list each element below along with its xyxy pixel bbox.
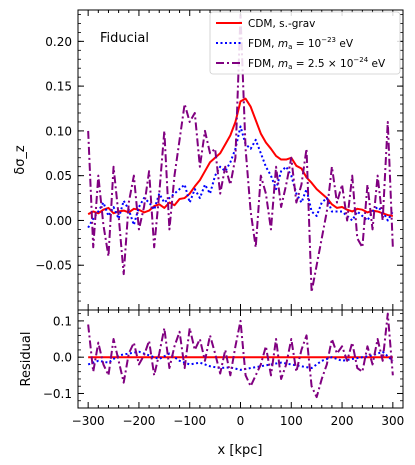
legend: CDM, s.-grav FDM, ma = 10−23 eV FDM, ma … [209,11,401,75]
residual-panel-frame [77,309,404,409]
x-axis-label: x [kpc] [218,443,263,458]
legend-label-fdm-2: FDM, ma = 2.5 × 10−24 eV [248,56,386,71]
main-y-tick-label: 0.05 [45,169,72,183]
main-y-tick-label: 0.10 [45,124,72,138]
legend-label-fdm-1: FDM, ma = 10−23 eV [248,36,354,51]
main-y-tick-label: 0.00 [45,214,72,228]
residual-panel: −0.1 0.0 0.1 −300 −200 −100 0 100 200 300 Residua… [19,309,404,428]
main-y-tick-label: 0.15 [45,80,72,94]
main-y-axis-label: δσ_z [13,145,28,175]
main-series-line-1 [87,125,394,229]
residual-y-axis-label: Residual [19,332,34,387]
main-y-tick-label: −0.05 [35,259,72,273]
x-tick-label: −300 [72,414,105,428]
x-tick-label: −100 [173,414,206,428]
legend-label-cdm: CDM, s.-grav [248,18,315,30]
x-tick-label: 100 [280,414,303,428]
residual-y-tick-label: 0.0 [53,351,72,365]
x-tick-label: −200 [122,414,155,428]
x-tick-label: 0 [237,414,245,428]
main-y-tick-label: 0.20 [45,35,72,49]
x-tick-label: 300 [381,414,404,428]
residual-y-tick-label: −0.1 [43,387,72,401]
x-tick-label: 200 [331,414,354,428]
legend-box [209,11,401,75]
residual-y-tick-label: 0.1 [53,314,72,328]
residual-series-line-2 [87,312,394,399]
residual-series-line-1 [87,350,394,371]
main-panel: −0.050.000.050.100.150.20 Fiducial δσ_z … [13,9,404,311]
annotation-fiducial: Fiducial [100,31,149,46]
